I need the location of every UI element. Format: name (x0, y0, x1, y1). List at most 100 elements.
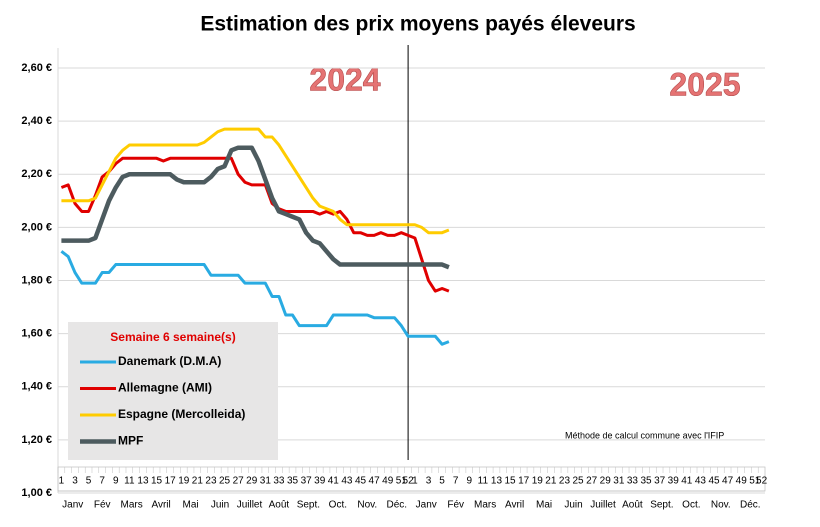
x-tick-label: 11 (478, 476, 489, 487)
chart-title: Estimation des prix moyens payés éleveur… (200, 13, 635, 36)
x-tick-label: 19 (532, 476, 544, 487)
y-tick-label: 1,20 € (21, 434, 52, 446)
y-tick-label: 1,00 € (21, 487, 52, 499)
month-label: Mars (121, 500, 143, 511)
x-tick-label: 41 (681, 476, 693, 487)
legend-label: Danemark (D.M.A) (118, 354, 221, 368)
y-tick-label: 1,60 € (21, 328, 52, 340)
month-label: Mai (536, 500, 552, 511)
x-tick-label: 7 (99, 476, 105, 487)
month-label: Janv (416, 500, 437, 511)
x-tick-label: 47 (369, 476, 381, 487)
x-tick-label: 23 (205, 476, 217, 487)
x-tick-label: 13 (491, 476, 503, 487)
x-tick-label: 15 (151, 476, 163, 487)
month-label: Déc. (740, 500, 761, 511)
month-label: Sept. (650, 500, 673, 511)
x-tick-label: 33 (273, 476, 285, 487)
x-tick-label: 35 (287, 476, 299, 487)
y-tick-label: 1,80 € (21, 274, 52, 286)
x-tick-label: 21 (192, 476, 204, 487)
x-tick-label: 21 (545, 476, 557, 487)
x-tick-label: 9 (113, 476, 119, 487)
x-tick-label: 7 (453, 476, 459, 487)
legend-box (68, 322, 278, 460)
note: Méthode de calcul commune avec l'IFIP (565, 430, 724, 440)
x-tick-label: 37 (301, 476, 313, 487)
legend-label: Allemagne (AMI) (118, 381, 212, 395)
month-label: Juillet (237, 500, 263, 511)
month-label: Oct. (329, 500, 347, 511)
x-tick-label: 33 (627, 476, 639, 487)
month-label: Avril (151, 500, 170, 511)
x-tick-label: 5 (86, 476, 92, 487)
x-tick-label: 45 (708, 476, 720, 487)
x-tick-label: 37 (654, 476, 666, 487)
series-line (61, 127, 450, 235)
x-tick-label: 3 (426, 476, 432, 487)
month-label: Juin (211, 500, 229, 511)
x-tick-label: 52 (756, 476, 768, 487)
legend-label: MPF (118, 434, 143, 448)
x-tick-label: 23 (559, 476, 571, 487)
x-tick-label: 49 (382, 476, 394, 487)
x-tick-label: 29 (600, 476, 612, 487)
x-tick-label: 19 (178, 476, 190, 487)
month-label: Fév (447, 500, 464, 511)
legend-title: Semaine 6 semaine(s) (110, 330, 235, 344)
y-tick-label: 2,00 € (21, 221, 52, 233)
x-tick-label: 52 (403, 476, 415, 487)
x-tick-label: 43 (341, 476, 353, 487)
month-label: Juillet (590, 500, 616, 511)
x-tick-label: 27 (233, 476, 245, 487)
year-label: 2024 (309, 61, 380, 97)
x-tick-label: 51 (749, 476, 761, 487)
x-tick-label: 51 (396, 476, 408, 487)
y-tick-label: 2,40 € (21, 115, 52, 127)
month-label: Mai (183, 500, 199, 511)
x-tick-label: 1 (412, 476, 418, 487)
x-tick-label: 27 (586, 476, 598, 487)
x-tick-label: 9 (467, 476, 473, 487)
series-line (61, 145, 450, 270)
x-tick-label: 35 (640, 476, 652, 487)
month-label: Juin (564, 500, 582, 511)
x-tick-label: 49 (736, 476, 748, 487)
series-line (60, 250, 450, 346)
x-tick-label: 31 (613, 476, 625, 487)
x-tick-label: 39 (668, 476, 680, 487)
x-tick-label: 43 (695, 476, 707, 487)
series-line (60, 156, 450, 293)
x-tick-label: 41 (328, 476, 340, 487)
x-tick-label: 11 (124, 476, 135, 487)
month-label: Déc. (386, 500, 407, 511)
x-tick-label: 25 (572, 476, 584, 487)
month-label: Sept. (297, 500, 320, 511)
month-label: Mars (474, 500, 496, 511)
month-label: Nov. (357, 500, 377, 511)
year-label: 2025 (669, 66, 740, 102)
x-tick-label: 47 (722, 476, 734, 487)
x-tick-label: 25 (219, 476, 231, 487)
month-label: Fév (94, 500, 111, 511)
x-tick-label: 17 (518, 476, 530, 487)
y-tick-label: 2,60 € (21, 62, 52, 74)
month-label: Avril (505, 500, 524, 511)
x-tick-label: 31 (260, 476, 272, 487)
y-tick-label: 1,40 € (21, 381, 52, 393)
x-tick-label: 3 (72, 476, 78, 487)
x-tick-label: 45 (355, 476, 367, 487)
x-tick-label: 17 (165, 476, 177, 487)
x-tick-label: 13 (137, 476, 149, 487)
x-tick-label: 1 (59, 476, 65, 487)
x-tick-label: 29 (246, 476, 258, 487)
x-tick-label: 5 (439, 476, 445, 487)
y-tick-label: 2,20 € (21, 168, 52, 180)
month-label: Nov. (711, 500, 731, 511)
x-tick-label: 39 (314, 476, 326, 487)
month-label: Août (269, 500, 290, 511)
month-label: Janv (62, 500, 83, 511)
legend-label: Espagne (Mercolleida) (118, 407, 245, 421)
